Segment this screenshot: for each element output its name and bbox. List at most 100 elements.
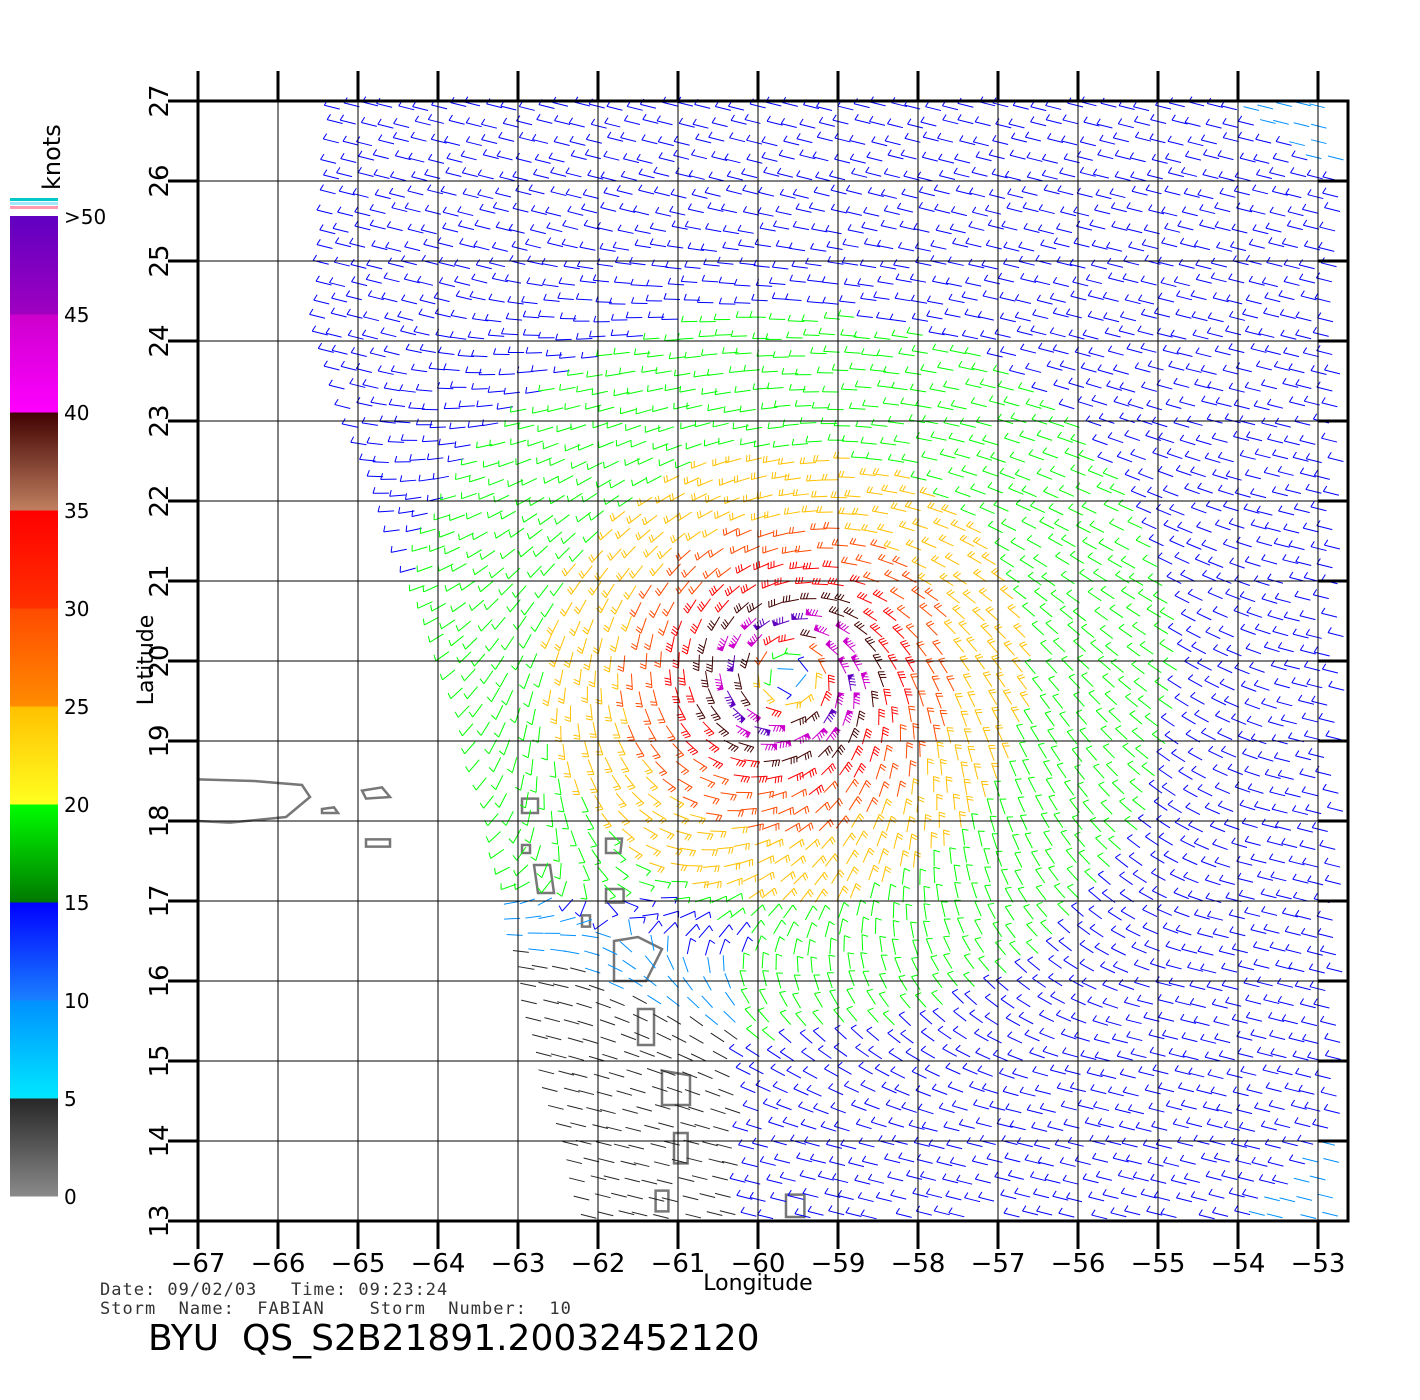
wind-barb bbox=[940, 901, 948, 918]
barb-feather bbox=[1274, 678, 1279, 684]
wind-barb bbox=[1012, 834, 1020, 850]
wind-barb bbox=[973, 1099, 990, 1110]
barb-feather bbox=[592, 649, 599, 655]
barb-feather bbox=[1115, 853, 1121, 858]
barb-feather bbox=[1144, 712, 1151, 718]
barb-feather bbox=[1045, 848, 1052, 851]
barb-feather bbox=[799, 718, 802, 726]
barb-shaft bbox=[765, 706, 782, 713]
barb-feather bbox=[605, 719, 612, 722]
barb-feather bbox=[799, 840, 803, 848]
barb-feather bbox=[740, 699, 747, 702]
barb-feather bbox=[839, 746, 844, 753]
wind-barb bbox=[1212, 764, 1228, 777]
barb-feather bbox=[770, 1192, 775, 1198]
wind-barb bbox=[589, 721, 597, 738]
wind-barb bbox=[674, 1104, 691, 1111]
barb-shaft bbox=[1154, 681, 1169, 691]
wind-barb bbox=[860, 671, 871, 690]
barb-feather bbox=[1216, 1103, 1221, 1110]
barb-shaft bbox=[588, 1055, 605, 1062]
barb-shaft bbox=[943, 918, 950, 935]
barb-shaft bbox=[550, 1053, 567, 1059]
wind-barb bbox=[458, 723, 474, 737]
barb-feather bbox=[1069, 1082, 1075, 1088]
barb-shaft bbox=[552, 965, 568, 970]
wind-barb bbox=[1253, 679, 1270, 691]
barb-feather bbox=[1191, 765, 1197, 771]
wind-barb bbox=[906, 1169, 923, 1180]
barb-feather bbox=[1146, 1205, 1151, 1212]
barb-shaft bbox=[622, 1108, 638, 1114]
barb-feather bbox=[896, 835, 903, 840]
barb-feather bbox=[1308, 748, 1313, 754]
barb-feather bbox=[1054, 883, 1061, 887]
wind-barb bbox=[928, 1139, 945, 1150]
barb-feather bbox=[943, 952, 950, 956]
barb-shaft bbox=[1207, 1074, 1224, 1080]
wind-barb bbox=[962, 1062, 978, 1075]
wind-barb bbox=[1146, 1205, 1163, 1216]
wind-barb bbox=[517, 724, 528, 741]
barb-feather bbox=[699, 765, 705, 771]
barb-shaft bbox=[732, 1126, 749, 1132]
barb-feather bbox=[1039, 693, 1047, 697]
barb-feather bbox=[700, 679, 708, 682]
wind-barb bbox=[846, 987, 856, 1004]
barb-feather bbox=[800, 857, 804, 864]
wind-barb bbox=[748, 1061, 764, 1075]
barb-shaft bbox=[1009, 943, 1021, 956]
barb-shaft bbox=[883, 745, 888, 762]
barb-feather bbox=[978, 955, 985, 959]
barb-feather bbox=[486, 696, 492, 703]
wind-barb bbox=[831, 869, 845, 884]
barb-shaft bbox=[1262, 1069, 1279, 1075]
barb-shaft bbox=[1189, 985, 1206, 990]
wind-barb bbox=[953, 864, 961, 881]
wind-barb bbox=[581, 686, 588, 704]
barb-feather bbox=[1211, 998, 1217, 1005]
wind-barb bbox=[1118, 675, 1132, 691]
barb-feather bbox=[1046, 777, 1053, 780]
barb-shaft bbox=[578, 847, 586, 863]
barb-shaft bbox=[1196, 1089, 1213, 1095]
wind-barb bbox=[1145, 832, 1159, 846]
barb-shaft bbox=[1108, 838, 1121, 851]
barb-feather bbox=[866, 780, 872, 786]
barb-shaft bbox=[689, 1016, 704, 1027]
barb-shaft bbox=[897, 672, 905, 688]
wind-barb bbox=[1287, 732, 1305, 743]
wind-barb bbox=[1326, 801, 1344, 812]
barb-feather bbox=[564, 719, 571, 722]
barb-shaft bbox=[1244, 1144, 1261, 1150]
wind-barb bbox=[1148, 1102, 1165, 1113]
barb-feather bbox=[687, 786, 693, 792]
barb-shaft bbox=[1324, 1038, 1341, 1043]
wind-barb bbox=[1036, 901, 1048, 918]
wind-barb bbox=[1292, 891, 1310, 902]
barb-shaft bbox=[697, 831, 714, 835]
wind-barb bbox=[1152, 1064, 1169, 1075]
wind-barb bbox=[786, 1065, 802, 1079]
barb-shaft bbox=[577, 1020, 594, 1027]
barb-shaft bbox=[1167, 804, 1182, 814]
wind-barb bbox=[1261, 818, 1278, 829]
barb-shaft bbox=[493, 757, 502, 773]
barb-feather bbox=[772, 871, 775, 879]
barb-feather bbox=[892, 765, 899, 770]
barb-shaft bbox=[1302, 1157, 1319, 1163]
barb-feather bbox=[852, 869, 858, 875]
barb-feather bbox=[1182, 1050, 1187, 1057]
barb-feather bbox=[987, 902, 995, 905]
barb-feather bbox=[793, 921, 799, 927]
barb-feather bbox=[657, 866, 662, 873]
wind-barb bbox=[931, 989, 943, 1006]
barb-shaft bbox=[1138, 891, 1154, 900]
wind-barb bbox=[1162, 922, 1179, 934]
wind-barb bbox=[1063, 1118, 1080, 1129]
barb-shaft bbox=[1164, 734, 1179, 745]
barb-shaft bbox=[1129, 781, 1143, 793]
wind-barb bbox=[484, 739, 497, 755]
barb-feather bbox=[1093, 763, 1100, 767]
wind-barb bbox=[899, 724, 907, 741]
